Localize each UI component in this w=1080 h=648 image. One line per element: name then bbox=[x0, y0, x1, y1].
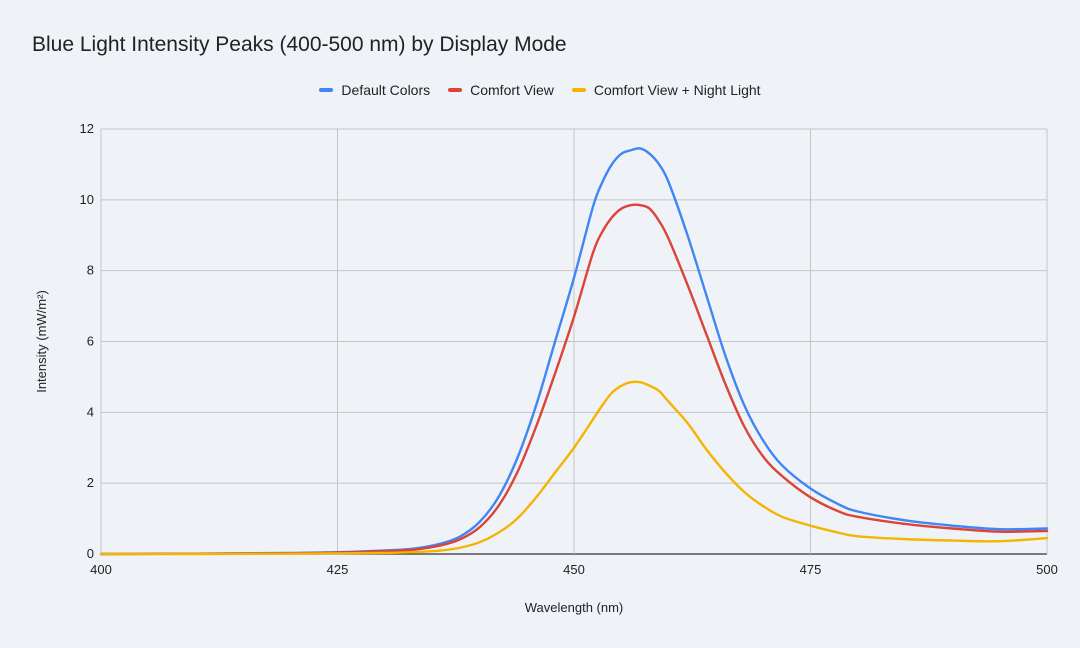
grid bbox=[100, 128, 1048, 555]
legend-label-default-colors: Default Colors bbox=[341, 82, 431, 98]
x-tick-label: 500 bbox=[1036, 562, 1058, 577]
tick-labels: 0 2 4 6 8 10 12 400 425 450 475 500 bbox=[80, 121, 1058, 577]
series-line-comfort-view-night-light[interactable] bbox=[99, 380, 1049, 556]
y-tick-label: 0 bbox=[87, 546, 94, 561]
y-axis-title: Intensity (mW/m²) bbox=[34, 290, 49, 393]
y-tick-label: 8 bbox=[87, 263, 94, 278]
legend-swatch-comfort-view bbox=[448, 88, 463, 92]
chart-title: Blue Light Intensity Peaks (400-500 nm) … bbox=[32, 33, 567, 56]
legend-label-comfort-view: Comfort View bbox=[470, 82, 554, 98]
legend-swatch-default-colors bbox=[319, 88, 334, 92]
x-axis-title: Wavelength (nm) bbox=[525, 600, 624, 615]
series-line-default-colors[interactable] bbox=[99, 147, 1049, 556]
legend: Default Colors Comfort View Comfort View… bbox=[0, 82, 1080, 98]
y-tick-label: 6 bbox=[87, 334, 94, 349]
x-tick-label: 450 bbox=[563, 562, 585, 577]
series-lines bbox=[99, 147, 1049, 556]
legend-label-comfort-view-night-light: Comfort View + Night Light bbox=[593, 82, 761, 98]
legend-item-default-colors[interactable]: Default Colors bbox=[319, 82, 430, 98]
x-tick-label: 400 bbox=[90, 562, 112, 577]
x-tick-label: 425 bbox=[327, 562, 349, 577]
y-tick-label: 10 bbox=[80, 192, 94, 207]
series-line-comfort-view[interactable] bbox=[99, 203, 1049, 556]
legend-item-comfort-view[interactable]: Comfort View bbox=[448, 82, 554, 98]
legend-swatch-comfort-view-night-light bbox=[571, 88, 586, 92]
y-tick-label: 12 bbox=[80, 121, 94, 136]
x-tick-label: 475 bbox=[800, 562, 822, 577]
y-tick-label: 2 bbox=[87, 475, 94, 490]
legend-item-comfort-view-night-light[interactable]: Comfort View + Night Light bbox=[571, 82, 761, 98]
y-tick-label: 4 bbox=[87, 404, 94, 419]
